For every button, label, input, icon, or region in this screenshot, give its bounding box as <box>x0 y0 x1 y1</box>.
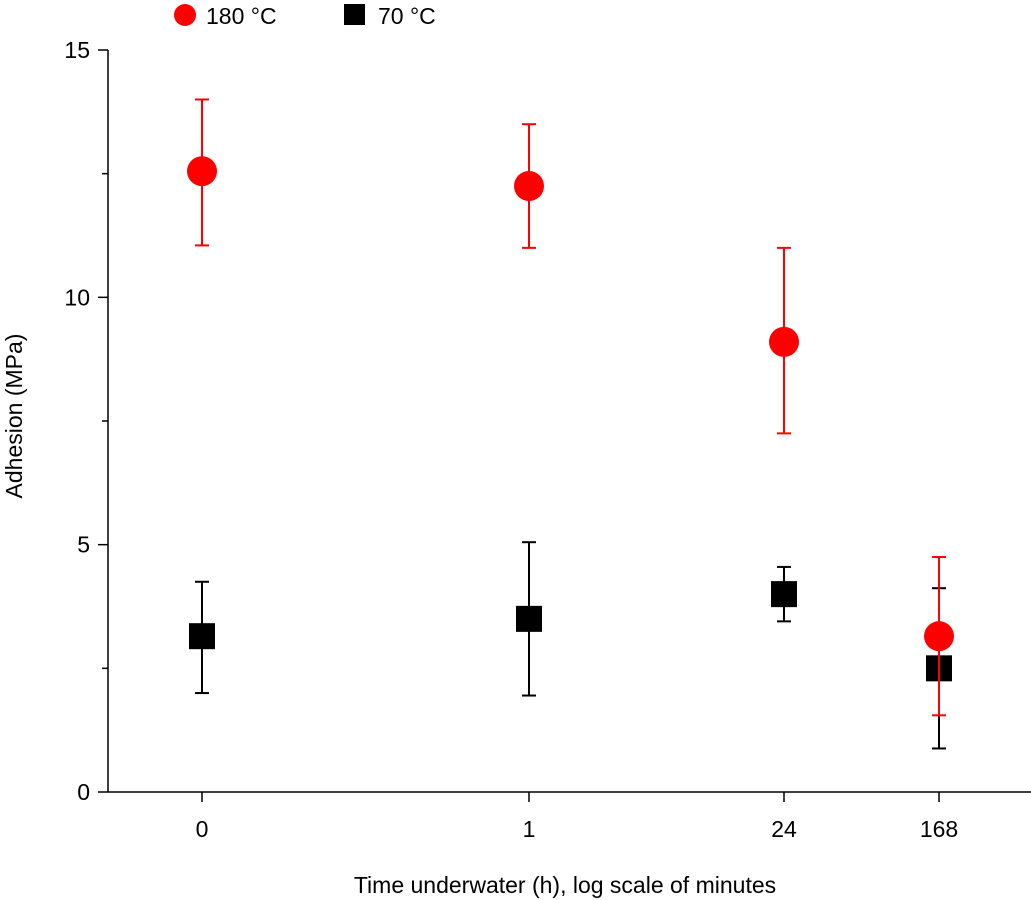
y-tick-label: 0 <box>77 779 90 805</box>
legend-marker-180c <box>174 4 196 26</box>
x-tick-label: 1 <box>523 816 536 842</box>
data-point-180c <box>924 621 954 652</box>
x-axis-title: Time underwater (h), log scale of minute… <box>354 872 776 898</box>
x-ticks: 0 1 24 168 <box>196 792 958 842</box>
data-point-180c <box>187 156 217 187</box>
data-point-70c <box>189 623 215 650</box>
data-point-180c <box>769 326 799 357</box>
x-tick-label: 24 <box>771 816 797 842</box>
y-tick-label: 5 <box>77 532 90 558</box>
data-point-180c <box>514 171 544 202</box>
data-point-70c <box>516 605 542 632</box>
legend-label-70c: 70 °C <box>378 3 436 29</box>
legend-label-180c: 180 °C <box>206 3 277 29</box>
x-tick-label: 168 <box>920 816 958 842</box>
plot-area <box>187 98 954 750</box>
x-tick-label: 0 <box>196 816 209 842</box>
data-point-70c <box>771 581 797 608</box>
y-tick-label: 10 <box>64 284 90 310</box>
legend: 180 °C 70 °C <box>174 3 436 29</box>
y-axis-title: Adhesion (MPa) <box>1 334 27 499</box>
y-tick-label: 15 <box>64 37 90 63</box>
y-ticks: 0 5 10 15 <box>64 37 108 805</box>
legend-marker-70c <box>344 4 365 25</box>
